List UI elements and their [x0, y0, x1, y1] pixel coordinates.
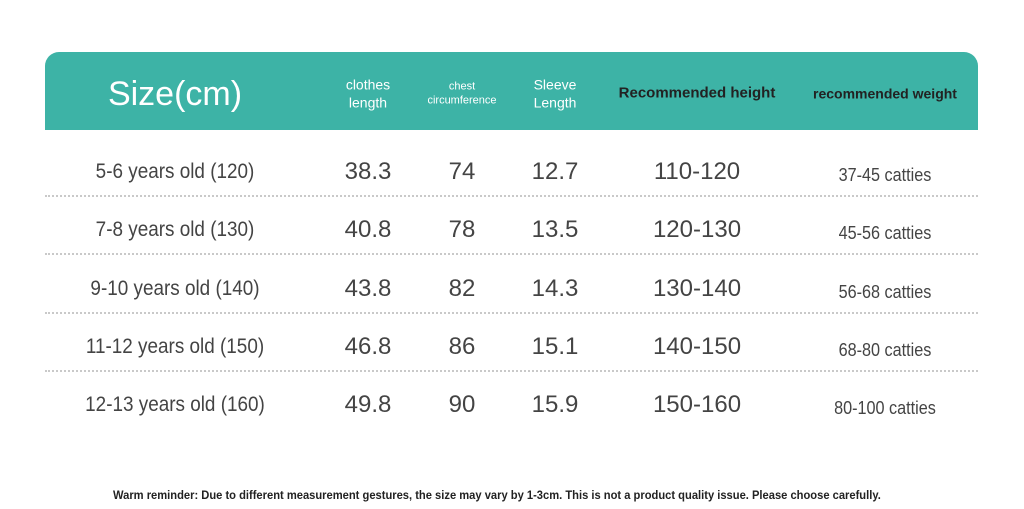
table-cell: 86: [448, 333, 476, 360]
header-line: Length: [533, 94, 577, 110]
table-cell: 12.7: [531, 158, 579, 185]
row-separator: [45, 253, 978, 255]
table-cell: 5-6 years old (120): [95, 159, 255, 183]
row-separator: [45, 195, 978, 197]
table-cell: 78: [448, 216, 476, 243]
note: Warm reminder: Due to different measurem…: [113, 488, 881, 502]
header-cell: chest circumference: [427, 80, 496, 108]
header-line: circumference: [427, 94, 497, 106]
table-cell: 82: [448, 275, 476, 302]
table-cell: 7-8 years old (130): [95, 217, 255, 241]
header-cell: Sleeve Length: [534, 77, 577, 112]
table-cell: 11-12 years old (150): [85, 334, 265, 358]
header-line: chest: [448, 80, 476, 93]
table-cell: 46.8: [344, 333, 392, 360]
table-cell: 38.3: [344, 158, 392, 185]
table-cell: 150-160: [652, 391, 742, 418]
table-cell: 37-45 catties: [838, 164, 932, 185]
header-line: recommended weight: [813, 85, 957, 102]
table-cell: 15.9: [531, 391, 579, 418]
table-cell: 15.1: [531, 333, 579, 360]
header-line: Size(cm): [107, 74, 243, 113]
table-cell: 90: [448, 391, 476, 418]
header-cell: clothes length: [346, 77, 390, 112]
table-cell: 74: [448, 158, 476, 185]
header-cell: Recommended height: [619, 85, 776, 104]
table-cell: 40.8: [344, 216, 392, 243]
table-cell: 68-80 catties: [838, 339, 932, 360]
header-line: clothes: [345, 76, 391, 93]
table-cell: 14.3: [531, 275, 579, 302]
table-cell: 45-56 catties: [838, 222, 932, 243]
table-cell: 130-140: [652, 275, 742, 302]
table-cell: 56-68 catties: [838, 281, 932, 302]
table-cell: 80-100 catties: [834, 397, 936, 418]
row-separator: [45, 312, 978, 314]
header-cell: recommended weight: [813, 85, 957, 103]
table-cell: 43.8: [344, 275, 392, 302]
header-cell: Size(cm): [108, 73, 242, 116]
table-cell: 12-13 years old (160): [85, 392, 265, 416]
table-cell: 120-130: [652, 216, 742, 243]
table-cell: 9-10 years old (140): [90, 276, 260, 300]
table-cell: 110-120: [653, 158, 741, 185]
header-line: Recommended height: [618, 84, 776, 102]
table-cell: 140-150: [652, 333, 742, 360]
header-bar: [45, 52, 978, 130]
table-cell: 13.5: [531, 216, 579, 243]
row-separator: [45, 370, 978, 372]
header-line: length: [348, 94, 388, 110]
table-cell: 49.8: [344, 391, 392, 418]
header-line: Sleeve: [533, 76, 577, 93]
